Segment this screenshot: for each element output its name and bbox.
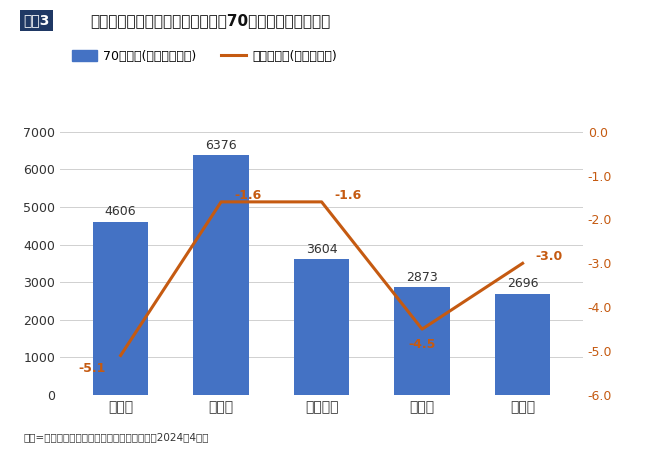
Text: 2696: 2696 xyxy=(507,277,539,290)
Text: 首都圏中古マンションの都県別の70㎡価格と前年同月比: 首都圏中古マンションの都県別の70㎡価格と前年同月比 xyxy=(90,13,331,28)
Legend: 70㎡価格(左目盛＝万円), 前年同月比(右目盛＝％): 70㎡価格(左目盛＝万円), 前年同月比(右目盛＝％) xyxy=(66,45,342,68)
Bar xyxy=(395,287,450,395)
Text: -1.6: -1.6 xyxy=(234,189,261,202)
Text: 図表3: 図表3 xyxy=(23,14,50,27)
Bar xyxy=(294,259,349,395)
Text: -5.1: -5.1 xyxy=(78,362,106,375)
Text: -1.6: -1.6 xyxy=(335,189,362,202)
Text: -3.0: -3.0 xyxy=(536,250,563,263)
Bar xyxy=(194,155,249,395)
Bar xyxy=(495,294,550,395)
Text: 4606: 4606 xyxy=(105,205,137,218)
Text: 3604: 3604 xyxy=(306,243,338,256)
Bar xyxy=(93,222,148,395)
Text: 6376: 6376 xyxy=(205,139,237,152)
Text: -4.5: -4.5 xyxy=(409,338,436,351)
Text: 2873: 2873 xyxy=(406,271,438,283)
Text: 出典=東京カンテイ「中古マンション価格」（2024年4月）: 出典=東京カンテイ「中古マンション価格」（2024年4月） xyxy=(23,433,209,443)
